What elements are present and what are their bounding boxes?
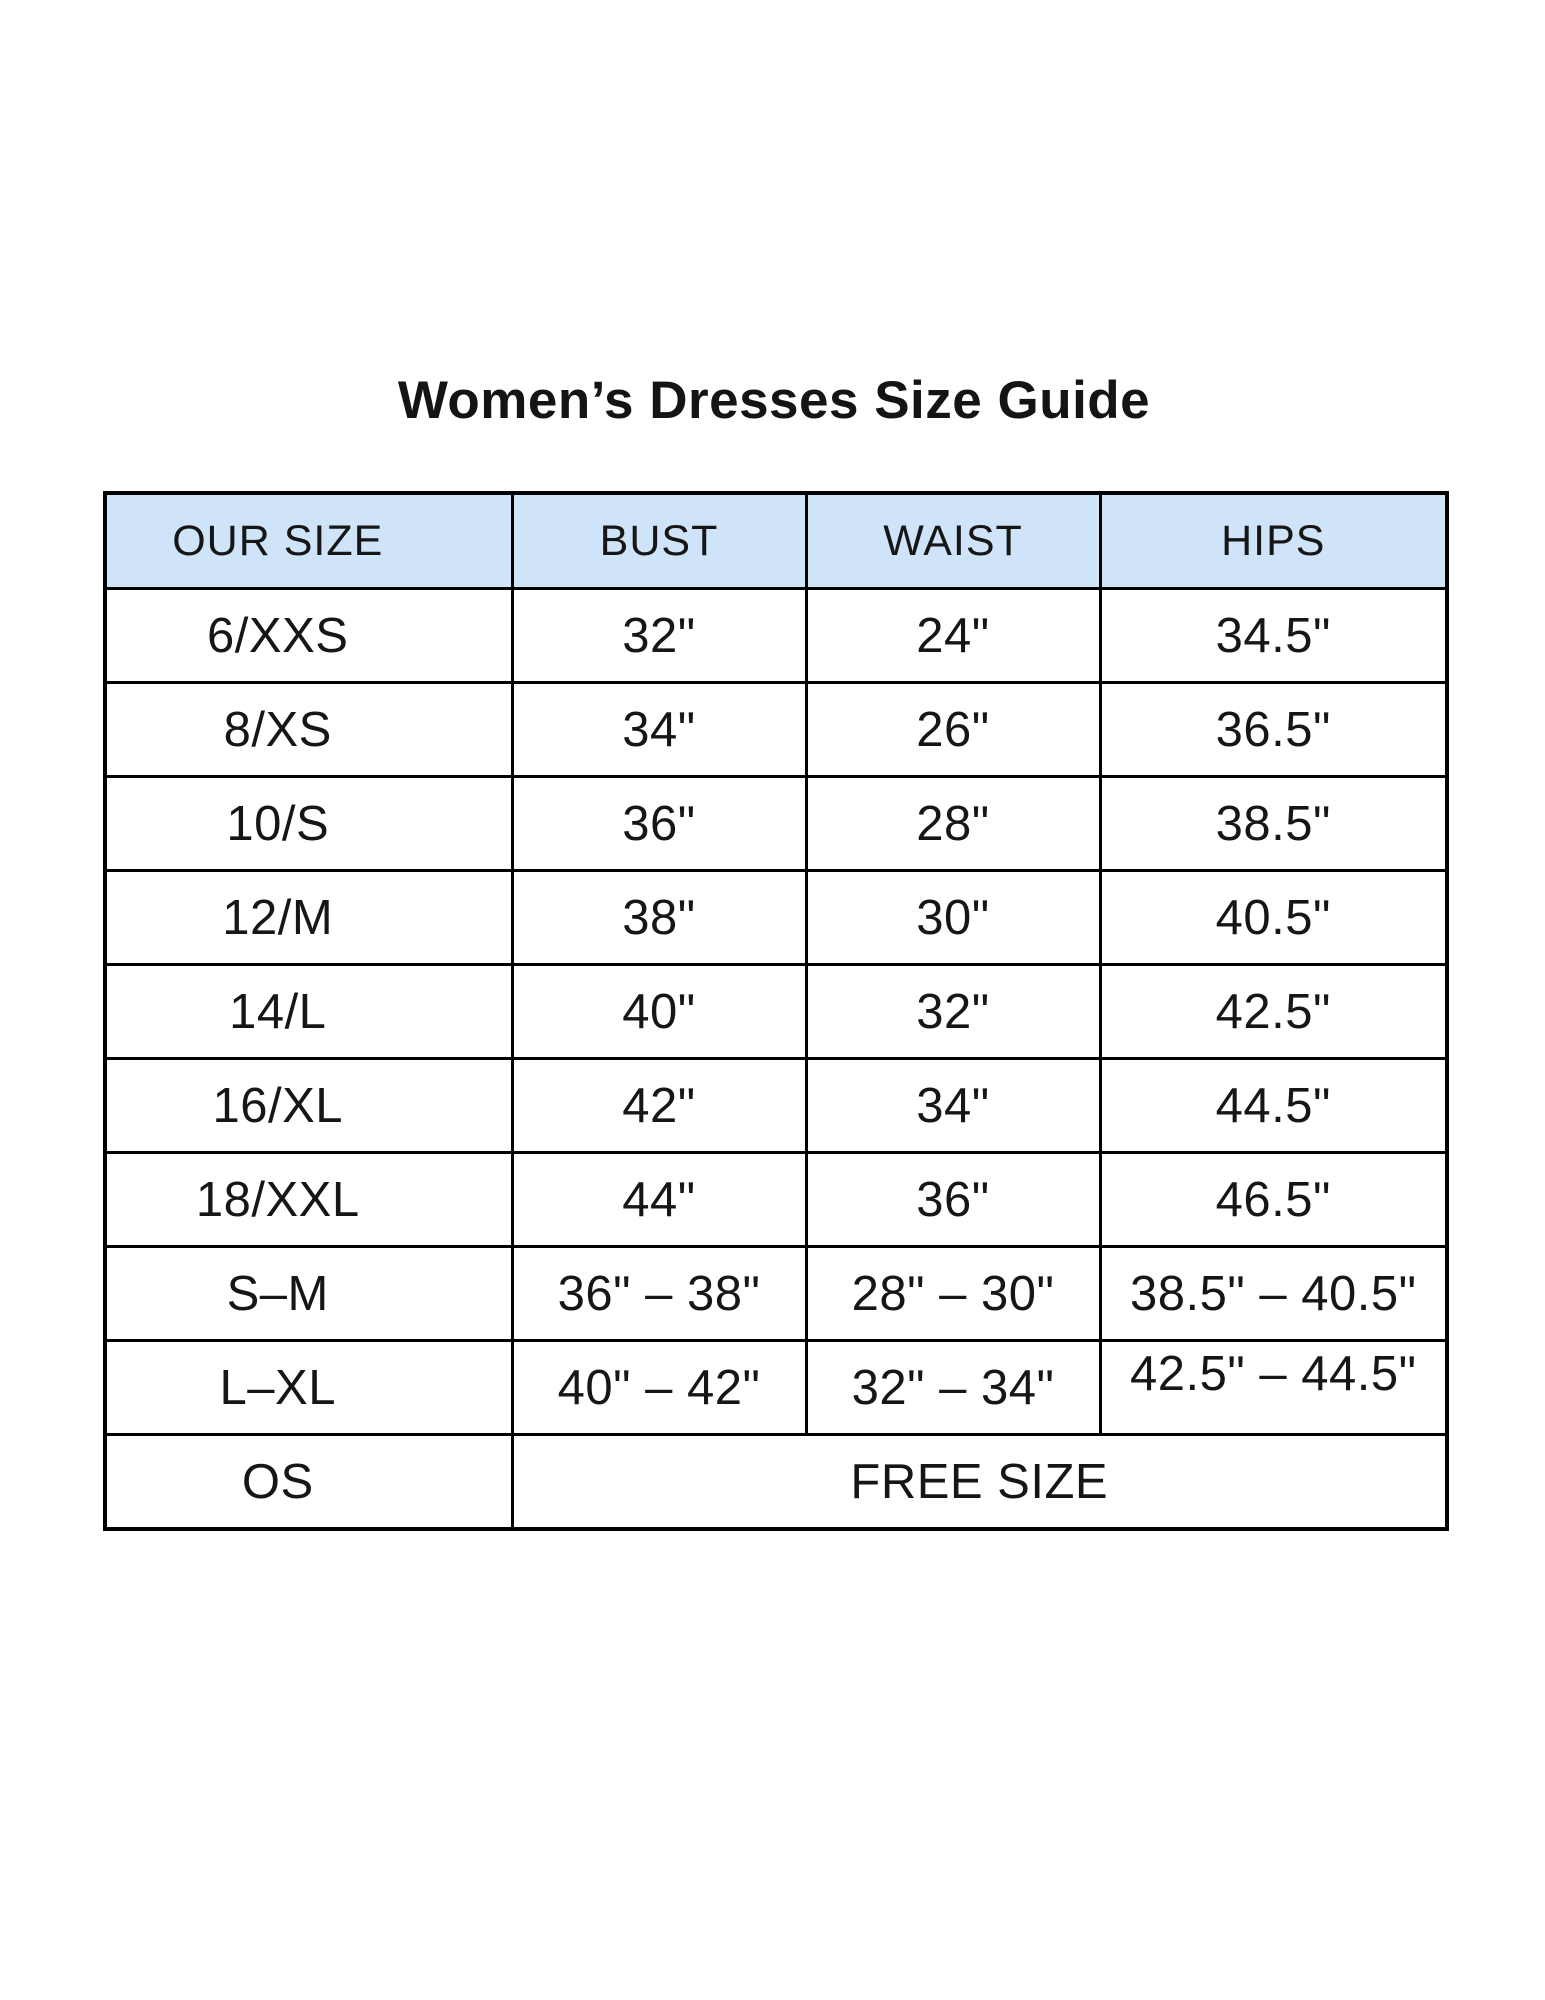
cell-text: 36" – 38" <box>557 1266 761 1321</box>
cell-text: 6/XXS <box>207 608 349 663</box>
table-row: 10/S 36" 28" 38.5" <box>103 775 1449 872</box>
measurement-cell: 32" – 34" <box>804 1339 1102 1436</box>
measurement-cell: FREE SIZE <box>510 1433 1449 1531</box>
size-table-body: 6/XXS 32" 24" 34.5" 8/XS 34" 26" 36.5" 10/S 36" 28… <box>103 587 1449 1531</box>
cell-text: 8/XS <box>223 702 332 757</box>
page-title: Women’s Dresses Size Guide <box>397 371 1151 430</box>
measurement-cell: 34" <box>510 681 808 778</box>
cell-text: FREE SIZE <box>850 1454 1109 1509</box>
cell-text: 42" <box>622 1078 696 1133</box>
measurement-cell: 42.5" – 44.5" <box>1098 1339 1449 1436</box>
cell-text: 40.5" <box>1215 890 1331 945</box>
cell-text: S–M <box>226 1266 329 1321</box>
size-label-cell: 12/M <box>103 869 514 966</box>
cell-text: OS <box>241 1454 314 1509</box>
cell-text: 16/XL <box>212 1078 344 1133</box>
measurement-cell: 36.5" <box>1098 681 1449 778</box>
cell-text: 28" <box>916 796 990 851</box>
measurement-cell: 30" <box>804 869 1102 966</box>
size-label-cell: 6/XXS <box>103 587 514 684</box>
cell-text: 42.5" – 44.5" <box>1129 1346 1417 1401</box>
size-label-cell: L–XL <box>103 1339 514 1436</box>
size-guide-table: OUR SIZE BUST WAIST HIPS 6/XXS 32" 24" 34.5… <box>103 491 1449 1531</box>
cell-text: 34.5" <box>1215 608 1331 663</box>
cell-text: 24" <box>916 608 990 663</box>
measurement-cell: 40.5" <box>1098 869 1449 966</box>
table-row: 12/M 38" 30" 40.5" <box>103 869 1449 966</box>
size-label-cell: 16/XL <box>103 1057 514 1154</box>
measurement-cell: 36" – 38" <box>510 1245 808 1342</box>
measurement-cell: 44" <box>510 1151 808 1248</box>
measurement-cell: 42" <box>510 1057 808 1154</box>
measurement-cell: 34.5" <box>1098 587 1449 684</box>
cell-text: L–XL <box>219 1360 336 1415</box>
cell-text: 28" – 30" <box>851 1266 1055 1321</box>
cell-text: 32" <box>916 984 990 1039</box>
header-cell-bust: BUST <box>510 491 808 590</box>
cell-text: 14/L <box>229 984 327 1039</box>
measurement-cell: 38.5" – 40.5" <box>1098 1245 1449 1342</box>
cell-text: 46.5" <box>1215 1172 1331 1227</box>
size-label-cell: 18/XXL <box>103 1151 514 1248</box>
cell-text: 36" <box>622 796 696 851</box>
measurement-cell: 28" <box>804 775 1102 872</box>
measurement-cell: 34" <box>804 1057 1102 1154</box>
header-cell-our-size: OUR SIZE <box>103 491 514 590</box>
header-cell-hips: HIPS <box>1098 491 1449 590</box>
header-row: OUR SIZE BUST WAIST HIPS <box>103 491 1449 590</box>
measurement-cell: 40" – 42" <box>510 1339 808 1436</box>
table-row: 18/XXL 44" 36" 46.5" <box>103 1151 1449 1248</box>
header-cell-waist: WAIST <box>804 491 1102 590</box>
cell-text: 34" <box>622 702 696 757</box>
cell-text: 26" <box>916 702 990 757</box>
measurement-cell: 42.5" <box>1098 963 1449 1060</box>
table-row: L–XL 40" – 42" 32" – 34" 42.5" – 44.5" <box>103 1339 1449 1436</box>
table-row: 6/XXS 32" 24" 34.5" <box>103 587 1449 684</box>
cell-text: 10/S <box>226 796 330 851</box>
cell-text: 30" <box>916 890 990 945</box>
measurement-cell: 36" <box>804 1151 1102 1248</box>
table-header: OUR SIZE BUST WAIST HIPS <box>103 491 1449 590</box>
measurement-cell: 46.5" <box>1098 1151 1449 1248</box>
cell-text: 36.5" <box>1215 702 1331 757</box>
cell-text: 32" <box>622 608 696 663</box>
table-row: 8/XS 34" 26" 36.5" <box>103 681 1449 778</box>
size-label-cell: 8/XS <box>103 681 514 778</box>
measurement-cell: 36" <box>510 775 808 872</box>
cell-text: 18/XXL <box>195 1172 360 1227</box>
cell-text: 12/M <box>222 890 334 945</box>
measurement-cell: 28" – 30" <box>804 1245 1102 1342</box>
measurement-cell: 38" <box>510 869 808 966</box>
measurement-cell: 44.5" <box>1098 1057 1449 1154</box>
size-label-cell: OS <box>103 1433 514 1531</box>
table-row: 16/XL 42" 34" 44.5" <box>103 1057 1449 1154</box>
table-row: S–M 36" – 38" 28" – 30" 38.5" – 40.5" <box>103 1245 1449 1342</box>
measurement-cell: 32" <box>510 587 808 684</box>
cell-text: 44.5" <box>1215 1078 1331 1133</box>
cell-text: 38" <box>622 890 696 945</box>
table-row: 14/L 40" 32" 42.5" <box>103 963 1449 1060</box>
cell-text: 42.5" <box>1215 984 1331 1039</box>
measurement-cell: 32" <box>804 963 1102 1060</box>
cell-text: 32" – 34" <box>851 1360 1055 1415</box>
size-label-cell: S–M <box>103 1245 514 1342</box>
cell-text: 38.5" – 40.5" <box>1129 1266 1417 1321</box>
cell-text: 40" <box>622 984 696 1039</box>
table-row: OS FREE SIZE <box>103 1433 1449 1531</box>
cell-text: 38.5" <box>1215 796 1331 851</box>
size-label-cell: 10/S <box>103 775 514 872</box>
measurement-cell: 26" <box>804 681 1102 778</box>
measurement-cell: 40" <box>510 963 808 1060</box>
measurement-cell: 38.5" <box>1098 775 1449 872</box>
cell-text: 34" <box>916 1078 990 1133</box>
measurement-cell: 24" <box>804 587 1102 684</box>
cell-text: 44" <box>622 1172 696 1227</box>
cell-text: 36" <box>916 1172 990 1227</box>
size-label-cell: 14/L <box>103 963 514 1060</box>
cell-text: 40" – 42" <box>557 1360 761 1415</box>
